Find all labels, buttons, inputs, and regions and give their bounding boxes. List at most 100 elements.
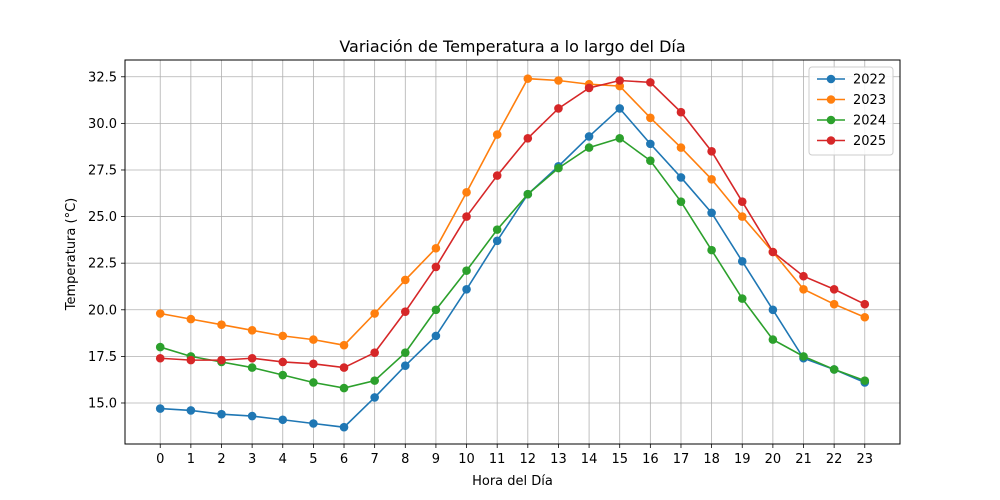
data-point (217, 320, 226, 329)
data-point (186, 406, 196, 415)
data-point (278, 370, 288, 380)
series-line-2025 (160, 79, 866, 369)
data-point (860, 376, 870, 385)
data-point (584, 132, 594, 141)
series-line-2023 (160, 77, 866, 347)
data-point (370, 393, 379, 402)
x-tick-label: 12 (520, 452, 537, 467)
x-tick-label: 1 (187, 452, 195, 467)
data-point (370, 348, 379, 357)
data-point (737, 257, 747, 266)
y-tick-label: 15.0 (88, 396, 117, 411)
x-tick-label: 7 (371, 452, 379, 467)
legend-label: 2025 (853, 134, 886, 149)
data-point (676, 107, 686, 117)
y-tick-label: 30.0 (88, 117, 117, 132)
legend-marker (826, 95, 836, 104)
data-point (155, 404, 165, 413)
data-point (523, 74, 533, 83)
data-point (247, 353, 257, 363)
data-point (370, 309, 379, 318)
x-tick-label: 0 (156, 452, 164, 467)
series-line-2024 (159, 137, 866, 389)
data-point (615, 76, 625, 85)
x-tick-label: 16 (642, 452, 659, 467)
data-point (676, 143, 686, 152)
data-point (768, 247, 778, 257)
data-point (309, 419, 318, 428)
data-point (278, 415, 288, 425)
y-axis-label: Temperatura (°C) (64, 198, 79, 311)
data-point (737, 197, 747, 206)
x-tick-label: 10 (458, 452, 475, 467)
data-point (707, 245, 716, 255)
data-point (278, 357, 288, 367)
x-tick-label: 5 (309, 452, 317, 467)
data-point (462, 188, 471, 197)
data-point (554, 76, 563, 85)
data-point (309, 359, 318, 369)
data-point (646, 78, 655, 87)
data-point (309, 378, 318, 387)
data-point (339, 363, 349, 372)
legend-marker (826, 115, 836, 125)
data-point (186, 314, 196, 324)
data-point (707, 208, 716, 218)
data-point (646, 139, 655, 149)
x-tick-label: 3 (248, 452, 256, 467)
data-point (492, 225, 502, 234)
data-point (523, 133, 533, 143)
axis-ticks: 0 1 2 3 4 5 6 7 8 9 10 11 12 13 14 15 16 17 18 19 20 21 22 2315… (88, 70, 873, 467)
data-point (829, 365, 839, 374)
x-tick-label: 11 (489, 452, 506, 467)
data-point (615, 133, 625, 143)
data-point (584, 83, 594, 93)
data-point (462, 266, 471, 275)
data-point (584, 143, 594, 152)
legend-marker (826, 136, 836, 145)
x-tick-label: 2 (217, 452, 225, 467)
x-tick-label: 8 (401, 452, 409, 467)
data-point (860, 299, 870, 309)
data-point (492, 130, 502, 139)
data-point (431, 262, 441, 272)
data-point (554, 104, 563, 113)
data-point (829, 299, 839, 309)
x-tick-label: 13 (550, 452, 567, 467)
data-point (707, 147, 716, 156)
data-point (431, 305, 441, 315)
data-point (155, 353, 165, 363)
legend-marker (826, 74, 836, 84)
x-tick-label: 21 (795, 452, 812, 467)
data-point (217, 409, 226, 419)
data-point (799, 352, 808, 361)
data-point (676, 173, 686, 182)
x-tick-label: 20 (765, 452, 782, 467)
legend: 2022 2023 2024 2025 (808, 66, 894, 156)
series-line-2022 (160, 107, 866, 429)
data-point (339, 340, 349, 350)
data-point (492, 171, 502, 180)
legend-item-2025: 2025 (817, 134, 886, 149)
data-point (829, 284, 839, 294)
legend-label: 2023 (853, 93, 886, 108)
data-point (400, 275, 410, 285)
chart-title: Variación de Temperatura a lo largo del … (339, 37, 685, 56)
x-tick-label: 22 (826, 452, 843, 467)
y-tick-label: 27.5 (88, 163, 117, 178)
data-point (431, 331, 441, 341)
data-point (247, 325, 257, 335)
data-point (400, 361, 410, 371)
data-point (339, 383, 349, 393)
x-tick-label: 4 (279, 452, 287, 467)
series-2023 (155, 74, 870, 350)
y-tick-label: 32.5 (88, 70, 117, 85)
y-tick-label: 22.5 (88, 257, 117, 272)
data-point (247, 411, 257, 421)
legend-item-2023: 2023 (817, 93, 886, 108)
data-point (155, 342, 165, 352)
data-point (737, 294, 747, 303)
data-point (707, 175, 716, 184)
data-point (217, 355, 226, 365)
legend-box (808, 66, 894, 156)
